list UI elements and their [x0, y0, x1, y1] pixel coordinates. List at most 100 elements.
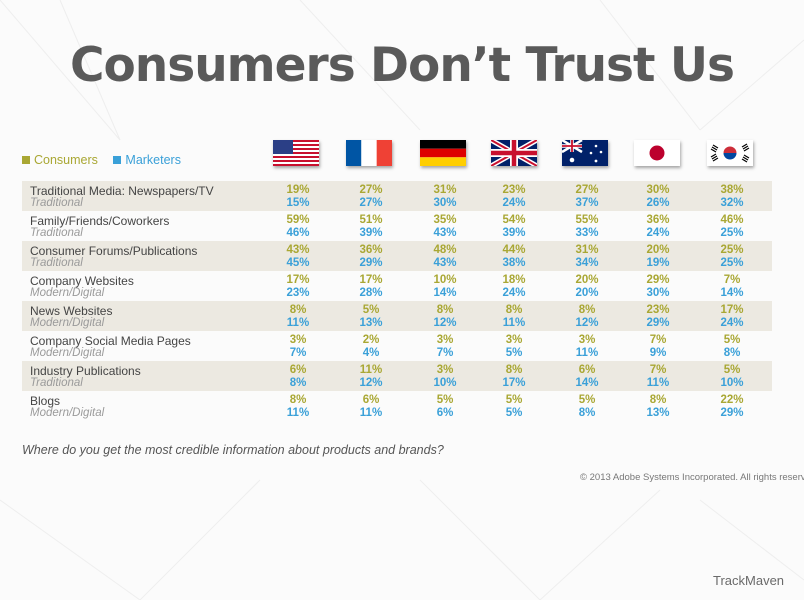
- consumers-value: 31%: [575, 244, 599, 256]
- marketers-value: 10%: [433, 377, 457, 389]
- consumers-value: 3%: [436, 364, 454, 376]
- table-row: Family/Friends/Coworkers Traditional 59% 46…: [22, 211, 772, 241]
- consumers-value: 5%: [362, 304, 380, 316]
- consumers-value: 3%: [505, 334, 523, 346]
- marketers-value: 33%: [575, 227, 599, 239]
- table-row: Consumer Forums/Publications Traditional 4…: [22, 241, 772, 271]
- consumers-value: 29%: [646, 274, 670, 286]
- consumers-value: 22%: [720, 394, 744, 406]
- row-label: News Websites: [30, 304, 113, 318]
- row-category: Traditional: [30, 227, 83, 239]
- consumers-value: 5%: [578, 394, 596, 406]
- marketers-value: 11%: [575, 347, 599, 359]
- marketers-value: 28%: [359, 287, 383, 299]
- row-label: Blogs: [30, 394, 61, 408]
- marketers-value: 7%: [436, 347, 454, 359]
- consumers-value: 20%: [646, 244, 670, 256]
- marketers-value: 17%: [502, 377, 526, 389]
- consumers-value: 18%: [502, 274, 526, 286]
- consumers-swatch: [22, 155, 30, 164]
- consumers-value: 5%: [723, 364, 741, 376]
- consumers-value: 8%: [505, 304, 523, 316]
- marketers-value: 43%: [433, 257, 457, 269]
- marketers-value: 32%: [720, 197, 744, 209]
- consumers-value: 46%: [720, 214, 744, 226]
- marketers-value: 30%: [433, 197, 457, 209]
- chart-legend: Consumers Marketers: [22, 152, 193, 167]
- row-category: Modern/Digital: [30, 317, 105, 329]
- survey-question: Where do you get the most credible infor…: [22, 443, 444, 457]
- marketers-value: 5%: [505, 407, 523, 419]
- marketers-value: 39%: [502, 227, 526, 239]
- consumers-value: 17%: [720, 304, 744, 316]
- consumers-value: 8%: [649, 394, 667, 406]
- marketers-value: 24%: [646, 227, 670, 239]
- marketers-value: 45%: [286, 257, 310, 269]
- france-flag-icon: [346, 140, 392, 166]
- consumers-value: 5%: [723, 334, 741, 346]
- consumers-value: 54%: [502, 214, 526, 226]
- consumers-value: 48%: [433, 244, 457, 256]
- marketers-value: 27%: [359, 197, 383, 209]
- consumers-value: 35%: [433, 214, 457, 226]
- slide-title: Consumers Don’t Trust Us: [70, 38, 735, 93]
- marketers-value: 14%: [720, 287, 744, 299]
- consumers-value: 43%: [286, 244, 310, 256]
- marketers-value: 24%: [720, 317, 744, 329]
- consumers-value: 5%: [436, 394, 454, 406]
- consumers-value: 8%: [505, 364, 523, 376]
- row-category: Traditional: [30, 197, 83, 209]
- consumers-value: 6%: [289, 364, 307, 376]
- consumers-value: 38%: [720, 184, 744, 196]
- consumers-value: 6%: [578, 364, 596, 376]
- table-row: Company Social Media Pages Modern/Digital…: [22, 331, 772, 361]
- marketers-value: 30%: [646, 287, 670, 299]
- consumers-value: 2%: [362, 334, 380, 346]
- marketers-value: 29%: [359, 257, 383, 269]
- row-label: Traditional Media: Newspapers/TV: [30, 184, 214, 198]
- table-row: Company Websites Modern/Digital 17% 23% 17% 2…: [22, 271, 772, 301]
- marketers-value: 12%: [575, 317, 599, 329]
- consumers-value: 27%: [575, 184, 599, 196]
- consumers-value: 23%: [502, 184, 526, 196]
- us-flag-icon: [273, 140, 319, 166]
- consumers-value: 8%: [578, 304, 596, 316]
- marketers-value: 25%: [720, 227, 744, 239]
- marketers-value: 25%: [720, 257, 744, 269]
- consumers-value: 6%: [362, 394, 380, 406]
- consumers-value: 19%: [286, 184, 310, 196]
- brand-logo: TrackMaven: [713, 573, 785, 588]
- marketers-value: 46%: [286, 227, 310, 239]
- germany-flag-icon: [420, 140, 466, 166]
- consumers-value: 3%: [289, 334, 307, 346]
- marketers-value: 10%: [720, 377, 744, 389]
- marketers-value: 24%: [502, 287, 526, 299]
- consumers-value: 55%: [575, 214, 599, 226]
- consumers-value: 51%: [359, 214, 383, 226]
- consumers-value: 31%: [433, 184, 457, 196]
- marketers-value: 34%: [575, 257, 599, 269]
- marketers-value: 11%: [286, 407, 310, 419]
- marketers-value: 4%: [362, 347, 380, 359]
- marketers-value: 20%: [575, 287, 599, 299]
- row-category: Modern/Digital: [30, 407, 105, 419]
- marketers-value: 38%: [502, 257, 526, 269]
- row-category: Modern/Digital: [30, 347, 105, 359]
- marketers-value: 12%: [433, 317, 457, 329]
- consumers-value: 7%: [649, 364, 667, 376]
- row-label: Industry Publications: [30, 364, 141, 378]
- marketers-value: 14%: [575, 377, 599, 389]
- consumers-value: 3%: [436, 334, 454, 346]
- consumers-value: 5%: [505, 394, 523, 406]
- consumers-value: 7%: [649, 334, 667, 346]
- marketers-value: 5%: [505, 347, 523, 359]
- consumers-value: 17%: [359, 274, 383, 286]
- marketers-value: 8%: [578, 407, 596, 419]
- consumers-value: 44%: [502, 244, 526, 256]
- consumers-value: 27%: [359, 184, 383, 196]
- table-row: Industry Publications Traditional 6% 8% 11% 1…: [22, 361, 772, 391]
- marketers-value: 7%: [289, 347, 307, 359]
- table-row: Blogs Modern/Digital 8% 11% 6% 11% 5% 6% 5% 5% 5% 8…: [22, 391, 772, 421]
- marketers-value: 39%: [359, 227, 383, 239]
